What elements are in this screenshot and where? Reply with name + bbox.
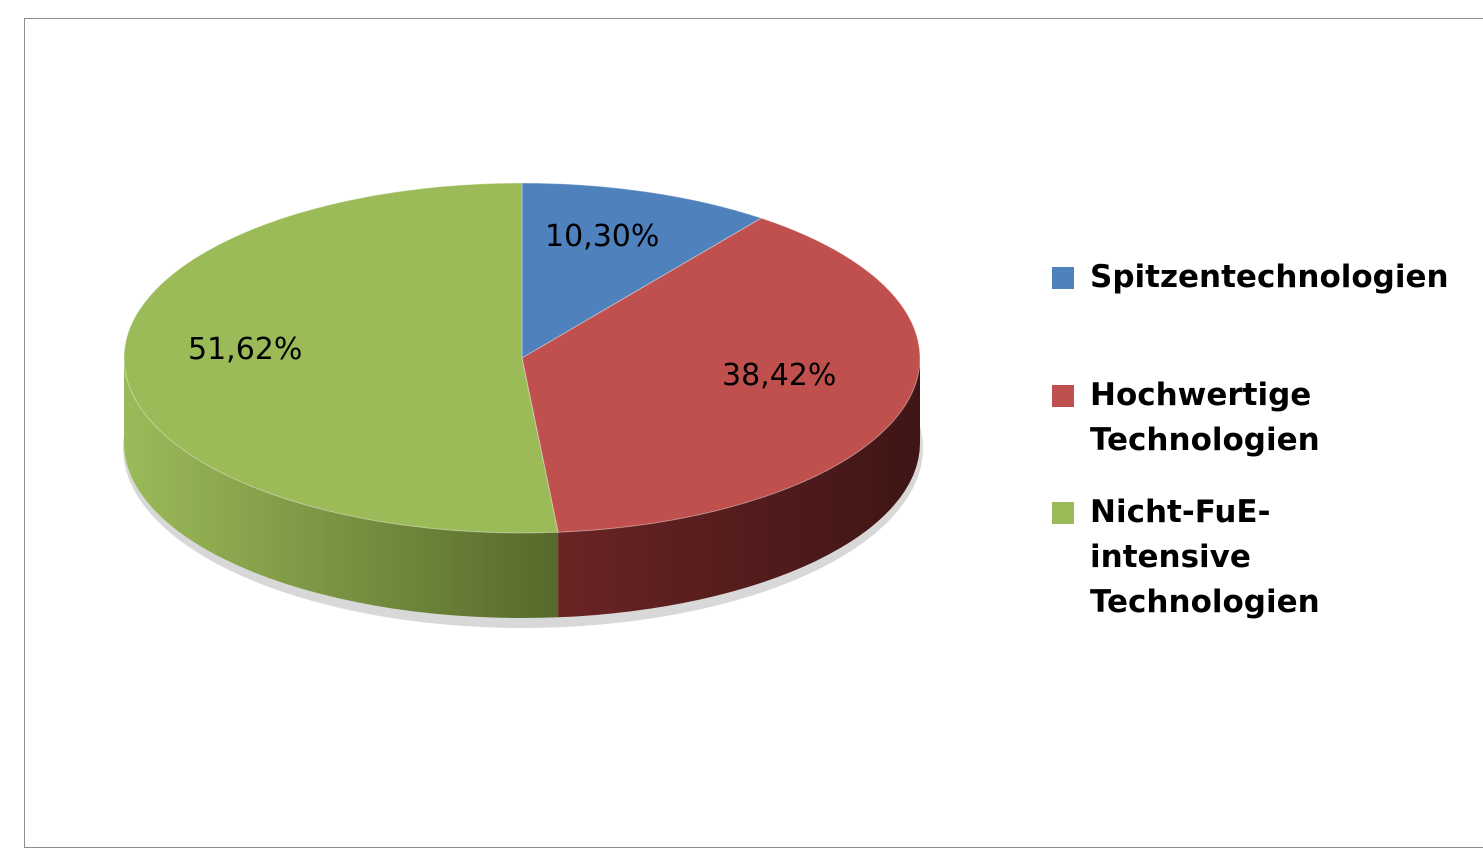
legend-label: Spitzentechnologien xyxy=(1090,259,1449,295)
pie-tops xyxy=(123,182,921,534)
pie-side-hochwertige-technologien xyxy=(558,358,920,618)
legend-swatch-blue xyxy=(1052,267,1074,289)
pie-slice-hochwertige-technologien xyxy=(521,217,921,533)
data-label-spitzentechnologien: 10,30% xyxy=(545,219,659,254)
legend-label: Nicht-FuE-intensive Technologien xyxy=(1090,494,1320,620)
legend-swatch-green xyxy=(1052,502,1074,524)
data-label-nicht-fue-intensive-technologien: 51,62% xyxy=(188,332,302,367)
legend-swatch-red xyxy=(1052,385,1074,407)
pie-slice-nicht-fue-intensive-technologien xyxy=(123,182,559,534)
legend-label: Hochwertige Technologien xyxy=(1090,377,1320,458)
pie-side-nicht-fue-intensive-technologien xyxy=(124,358,559,618)
pie-sides xyxy=(124,358,920,618)
pie-labels: 10,30% 38,42% 51,62% xyxy=(188,219,836,393)
pie-chart: 10,30% 38,42% 51,62% xyxy=(123,182,923,628)
pie-slice-spitzentechnologien xyxy=(521,182,763,359)
data-label-hochwertige-technologien: 38,42% xyxy=(722,358,836,393)
